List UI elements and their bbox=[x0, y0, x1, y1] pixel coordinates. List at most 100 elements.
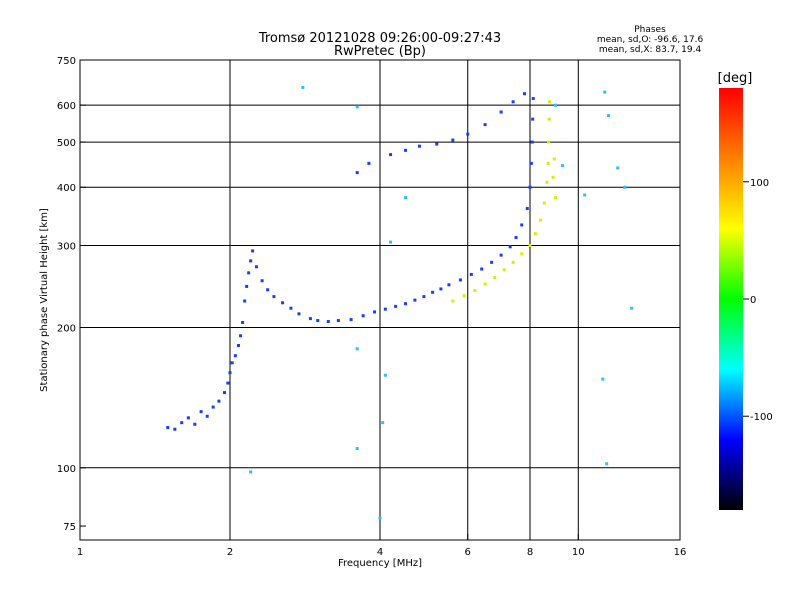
data-point bbox=[223, 391, 227, 395]
data-point bbox=[490, 260, 494, 264]
phases-o-stats: mean, sd,O: -96.6, 17.6 bbox=[597, 35, 704, 45]
grid-lines bbox=[80, 60, 680, 540]
data-point bbox=[499, 110, 503, 114]
data-point bbox=[630, 306, 634, 310]
data-point bbox=[435, 142, 439, 146]
colorbar-ticks: 100 0 -100 bbox=[743, 178, 773, 423]
data-point bbox=[272, 295, 276, 299]
data-point bbox=[542, 201, 546, 205]
data-point bbox=[316, 319, 320, 323]
data-point bbox=[403, 196, 407, 200]
data-point bbox=[233, 354, 237, 358]
data-point bbox=[547, 117, 551, 121]
data-point bbox=[239, 334, 243, 338]
data-point bbox=[529, 161, 533, 165]
data-point bbox=[243, 299, 247, 303]
data-point bbox=[308, 317, 312, 321]
x-tick-label: 8 bbox=[527, 547, 533, 558]
data-point bbox=[531, 97, 535, 101]
data-point bbox=[523, 92, 527, 96]
data-point bbox=[553, 196, 557, 200]
data-point bbox=[508, 245, 512, 249]
colorbar-tick-label: 0 bbox=[750, 295, 756, 306]
data-point bbox=[493, 276, 497, 280]
y-tick-label: 100 bbox=[57, 464, 76, 475]
data-point bbox=[466, 132, 470, 136]
data-point bbox=[355, 447, 359, 451]
series-x-mode bbox=[451, 100, 557, 303]
data-point bbox=[193, 422, 197, 426]
data-point bbox=[166, 426, 170, 430]
data-point bbox=[186, 416, 190, 420]
data-point bbox=[373, 310, 377, 314]
data-point bbox=[241, 321, 245, 325]
title-line-2: RwPretec (Bp) bbox=[334, 44, 426, 59]
data-point bbox=[469, 272, 473, 276]
data-point bbox=[473, 289, 477, 293]
data-point bbox=[383, 373, 387, 377]
data-point bbox=[528, 185, 532, 189]
data-point bbox=[607, 114, 611, 118]
y-tick-label: 750 bbox=[57, 56, 76, 67]
data-point bbox=[289, 306, 293, 310]
data-point bbox=[520, 252, 524, 256]
data-point bbox=[531, 117, 535, 121]
data-point bbox=[236, 343, 240, 347]
data-point bbox=[349, 318, 353, 322]
data-point bbox=[249, 259, 253, 263]
data-point bbox=[499, 253, 503, 257]
x-tick-label: 4 bbox=[377, 547, 383, 558]
data-point bbox=[439, 287, 443, 291]
data-point bbox=[483, 282, 487, 286]
data-point bbox=[552, 157, 556, 161]
data-point bbox=[462, 294, 466, 298]
data-point bbox=[520, 223, 524, 227]
data-point bbox=[601, 377, 605, 381]
data-point bbox=[281, 301, 285, 305]
colorbar-tick-label: -100 bbox=[750, 412, 773, 423]
y-tick-label: 200 bbox=[57, 324, 76, 335]
data-point bbox=[394, 304, 398, 308]
y-axis-ticks: 75 100 200 300 400 500 600 750 bbox=[57, 56, 86, 533]
data-point bbox=[378, 516, 382, 520]
data-point bbox=[511, 260, 515, 264]
data-point bbox=[514, 236, 518, 240]
data-point bbox=[431, 290, 435, 294]
data-point bbox=[553, 103, 557, 107]
x-axis-ticks: 1 2 4 6 8 10 16 bbox=[77, 534, 687, 558]
data-point bbox=[249, 470, 253, 474]
data-point bbox=[336, 319, 340, 323]
data-point bbox=[205, 414, 209, 418]
data-point bbox=[245, 284, 249, 288]
data-point bbox=[217, 399, 221, 403]
y-tick-label: 75 bbox=[63, 522, 76, 533]
data-point bbox=[381, 421, 385, 425]
y-tick-label: 400 bbox=[57, 183, 76, 194]
data-point bbox=[511, 100, 515, 104]
data-point bbox=[301, 85, 305, 89]
data-point bbox=[533, 232, 537, 236]
data-point bbox=[458, 278, 462, 282]
colorbar-label: [deg] bbox=[718, 71, 753, 86]
data-point bbox=[226, 381, 230, 385]
data-point bbox=[254, 265, 258, 269]
colorbar bbox=[719, 88, 743, 510]
data-point bbox=[355, 171, 359, 175]
data-point bbox=[251, 249, 255, 253]
x-tick-label: 2 bbox=[227, 547, 233, 558]
data-point bbox=[247, 271, 251, 275]
data-point bbox=[367, 161, 371, 165]
y-tick-label: 600 bbox=[57, 101, 76, 112]
data-point bbox=[199, 410, 203, 414]
data-point bbox=[551, 175, 555, 179]
series-o-mode bbox=[166, 92, 535, 431]
x-tick-label: 16 bbox=[674, 547, 687, 558]
phases-x-stats: mean, sd,X: 83.7, 19.4 bbox=[599, 45, 702, 55]
data-point bbox=[266, 288, 270, 292]
data-point bbox=[530, 140, 534, 144]
y-tick-label: 300 bbox=[57, 241, 76, 252]
data-point bbox=[389, 240, 393, 244]
data-point bbox=[403, 148, 407, 152]
